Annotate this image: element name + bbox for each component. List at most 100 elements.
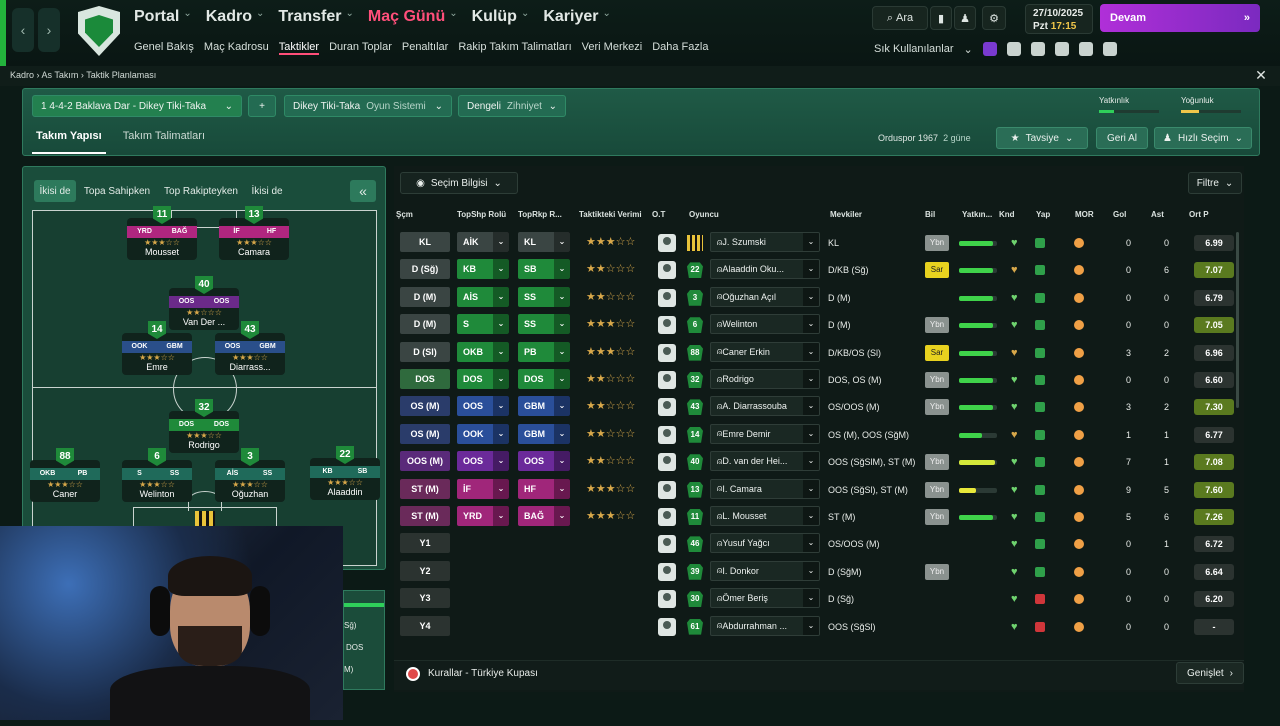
column-header[interactable]: Ort P [1189,210,1209,219]
column-header[interactable]: TopRkp R... [518,210,562,219]
table-row[interactable]: DOS DOS ⌄ DOS ⌄ ★★☆☆☆ 32 ⍝ Rodrigo ⌄ DOS, OS (M) Y… [394,367,1234,394]
column-header[interactable]: Yatkın... [962,210,993,219]
pitch-player-card[interactable]: 11 YRD BAĞ ★★★☆☆ Mousset [127,206,197,260]
expand-button[interactable]: Genişlet › [1176,662,1244,684]
out-possession-role[interactable]: SB ⌄ [518,259,570,280]
table-row[interactable]: D (M) S ⌄ SS ⌄ ★★★☆☆ 6 ⍝ Welinton ⌄ D (M) Ybn ♥ 0 0 7.… [394,312,1234,339]
out-possession-role[interactable]: OOS ⌄ [518,451,570,472]
in-possession-role[interactable]: S ⌄ [457,314,509,335]
player-select[interactable]: ⍝ Yusuf Yağcı ⌄ [710,533,820,554]
player-avatar-icon[interactable] [658,398,676,417]
player-select[interactable]: ⍝ Welinton ⌄ [710,314,820,335]
in-possession-role[interactable]: AİK ⌄ [457,232,509,252]
filter-both[interactable]: İkisi de [34,180,76,202]
in-possession-role[interactable]: DOS ⌄ [457,369,509,389]
in-possession-role[interactable]: AİS ⌄ [457,286,509,307]
player-select[interactable]: ⍝ I. Donkor ⌄ [710,560,820,581]
quick-pick-button[interactable]: ♟ Hızlı Seçim ⌄ [1154,127,1252,149]
player-avatar-icon[interactable] [658,234,676,252]
pitch-player-card[interactable]: 40 OOS OOS ★★☆☆☆ Van Der ... [169,276,239,330]
in-possession-role[interactable]: OOS ⌄ [457,451,509,472]
out-possession-role[interactable]: PB ⌄ [518,341,570,362]
pitch-player-card[interactable]: 32 DOS DOS ★★★☆☆ Rodrigo [169,399,239,453]
pitch-player-card[interactable]: 14 OOK GBM ★★★☆☆ Emre [122,321,192,375]
player-select[interactable]: ⍝ Ömer Beriş ⌄ [710,588,820,609]
player-select[interactable]: ⍝ Emre Demir ⌄ [710,423,820,444]
player-select[interactable]: ⍝ Caner Erkin ⌄ [710,341,820,362]
notification-icon[interactable] [982,42,997,56]
player-select[interactable]: ⍝ Rodrigo ⌄ [710,369,820,389]
pitch-player-card[interactable]: 22 KB SB ★★★☆☆ Alaaddin [310,446,380,500]
close-icon[interactable]: ✕ [1255,67,1267,83]
subnav-item-7[interactable]: Daha Fazla [652,41,709,53]
pitch-player-card[interactable]: 43 OOS GBM ★★★☆☆ Diarrass... [215,321,285,375]
out-possession-role[interactable]: SS ⌄ [518,314,570,335]
player-select[interactable]: ⍝ I. Camara ⌄ [710,478,820,499]
player-avatar-icon[interactable] [658,562,676,581]
position-slot[interactable]: Y2 [400,560,450,581]
player-avatar-icon[interactable] [658,261,676,280]
column-header[interactable]: Yap [1036,210,1051,219]
in-possession-role[interactable]: İF ⌄ [457,478,509,499]
player-select[interactable]: ⍝ D. van der Hei... ⌄ [710,451,820,472]
rules-label[interactable]: Kurallar - Türkiye Kupası [428,668,538,679]
position-slot[interactable]: Y1 [400,533,450,554]
position-slot[interactable]: D (Sl) [400,341,450,362]
pitch-player-card[interactable]: 6 S SS ★★★☆☆ Welinton [122,448,192,502]
position-slot[interactable]: D (Sğ) [400,259,450,280]
date-box[interactable]: 27/10/2025 Pzt 17:15 [1025,4,1093,34]
position-slot[interactable]: KL [400,232,450,252]
tab-team-structure[interactable]: Takım Yapısı [32,130,106,154]
tactic-select[interactable]: 1 4-4-2 Baklava Dar - Dikey Tiki-Taka ⌄ [32,95,242,117]
column-header[interactable]: Şçm [396,210,413,219]
in-possession-role[interactable]: OOK ⌄ [457,423,509,444]
search-button[interactable]: ⌕ Ara [872,6,928,30]
player-select[interactable]: ⍝ A. Diarrassouba ⌄ [710,396,820,417]
nav-4[interactable]: Kulüp [471,8,517,25]
player-avatar-icon[interactable] [658,316,676,335]
shirt-button[interactable]: ♟ [954,6,976,30]
out-possession-role[interactable]: GBM ⌄ [518,423,570,444]
column-header[interactable]: TopShp Rolü [457,210,507,219]
table-row[interactable]: Y1 46 ⍝ Yusuf Yağcı ⌄ OS/OOS (M) ♥ 0 1 6.72 [394,531,1234,558]
scrollbar[interactable] [1236,232,1239,408]
phone-icon[interactable] [1030,42,1045,56]
position-slot[interactable]: Y4 [400,615,450,636]
subnav-item-6[interactable]: Veri Merkezi [581,41,643,53]
nav-1[interactable]: Kadro [205,8,252,25]
position-slot[interactable]: DOS [400,369,450,389]
in-possession-role[interactable]: OKB ⌄ [457,341,509,362]
table-row[interactable]: KL AİK ⌄ KL ⌄ ★★★☆☆ ⍝ J. Szumski ⌄ KL Ybn ♥ 0 0 6.99 [394,230,1234,257]
in-possession-role[interactable]: OOS ⌄ [457,396,509,417]
filter-in-possession[interactable]: Topa Sahipken [83,185,151,197]
bookmark-button[interactable]: ▮ [930,6,952,30]
player-avatar-icon[interactable] [658,535,676,554]
subnav-item-0[interactable]: Genel Bakış [134,41,194,53]
table-row[interactable]: ST (M) İF ⌄ HF ⌄ ★★★☆☆ 13 ⍝ I. Camara ⌄ OOS (SğSl… [394,477,1234,504]
player-avatar-icon[interactable] [658,288,676,307]
filter-both-2[interactable]: İkisi de [251,185,283,197]
nav-5[interactable]: Kariyer [543,8,599,25]
table-row[interactable]: Y4 61 ⍝ Abdurrahman ... ⌄ OOS (SğSl) ♥ 0 0 - [394,614,1234,641]
column-header[interactable]: Bil [925,210,936,219]
column-header[interactable]: Knd [999,210,1015,219]
column-header[interactable]: Taktikteki Verimi [579,210,642,219]
player-select[interactable]: ⍝ Oğuzhan Açıl ⌄ [710,286,820,307]
player-select[interactable]: ⍝ Abdurrahman ... ⌄ [710,615,820,636]
player-avatar-icon[interactable] [658,453,676,472]
position-slot[interactable]: OS (M) [400,423,450,444]
crumb-first-team[interactable]: As Takım [41,70,79,80]
position-slot[interactable]: OOS (M) [400,451,450,472]
column-header[interactable]: Gol [1113,210,1127,219]
player-avatar-icon[interactable] [658,425,676,444]
table-row[interactable]: D (M) AİS ⌄ SS ⌄ ★★☆☆☆ 3 ⍝ Oğuzhan Açıl ⌄ D (M) ♥ 0… [394,285,1234,312]
out-possession-role[interactable]: KL ⌄ [518,232,570,252]
undo-button[interactable]: Geri Al [1096,127,1148,149]
refresh-icon[interactable] [1078,42,1093,56]
continue-button[interactable]: Devam » [1100,4,1260,32]
pitch-player-card[interactable]: 88 OKB PB ★★★☆☆ Caner [30,448,100,502]
style-select[interactable]: Dikey Tiki-Taka Oyun Sistemi ⌄ [284,95,452,117]
player-avatar-icon[interactable] [658,480,676,499]
position-slot[interactable]: ST (M) [400,478,450,499]
filter-button[interactable]: Filtre ⌄ [1188,172,1242,194]
